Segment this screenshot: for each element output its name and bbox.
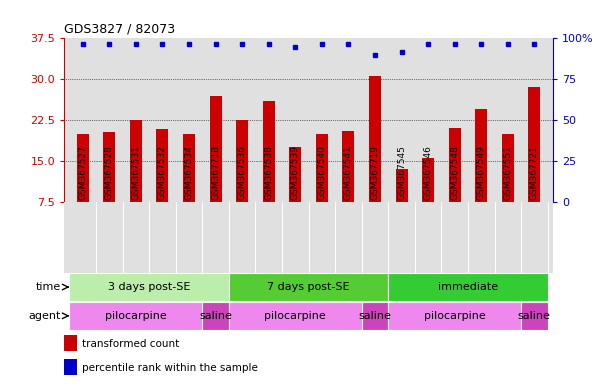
Text: GDS3827 / 82073: GDS3827 / 82073 xyxy=(64,23,175,36)
Text: percentile rank within the sample: percentile rank within the sample xyxy=(82,363,258,373)
Text: agent: agent xyxy=(29,311,61,321)
Bar xyxy=(229,302,362,329)
Text: saline: saline xyxy=(518,311,551,321)
Text: saline: saline xyxy=(199,311,232,321)
Bar xyxy=(77,134,89,202)
Bar xyxy=(342,131,354,202)
Bar xyxy=(475,109,487,202)
Bar xyxy=(183,134,195,202)
Bar xyxy=(388,302,521,329)
Bar xyxy=(362,302,388,329)
Bar xyxy=(529,88,540,202)
Bar xyxy=(236,120,248,202)
Bar xyxy=(388,273,547,301)
Bar xyxy=(263,101,275,202)
Bar xyxy=(316,134,328,202)
Bar xyxy=(422,158,434,202)
Bar xyxy=(70,302,202,329)
Text: pilocarpine: pilocarpine xyxy=(265,311,326,321)
Bar xyxy=(70,273,229,301)
Bar xyxy=(369,76,381,202)
Bar xyxy=(521,302,547,329)
Text: saline: saline xyxy=(359,311,392,321)
Text: transformed count: transformed count xyxy=(82,339,179,349)
Bar xyxy=(395,169,408,202)
Text: 7 days post-SE: 7 days post-SE xyxy=(267,282,350,292)
Bar xyxy=(502,134,514,202)
Bar xyxy=(156,129,169,202)
Bar xyxy=(64,335,77,351)
Bar xyxy=(64,359,77,375)
Text: immediate: immediate xyxy=(438,282,498,292)
Bar xyxy=(202,302,229,329)
Bar xyxy=(229,273,388,301)
Text: pilocarpine: pilocarpine xyxy=(424,311,486,321)
Text: time: time xyxy=(36,282,61,292)
Text: pilocarpine: pilocarpine xyxy=(105,311,167,321)
Text: 3 days post-SE: 3 days post-SE xyxy=(108,282,191,292)
Bar xyxy=(103,132,115,202)
Bar xyxy=(448,128,461,202)
Bar xyxy=(289,147,301,202)
Bar xyxy=(130,120,142,202)
Bar xyxy=(210,96,222,202)
